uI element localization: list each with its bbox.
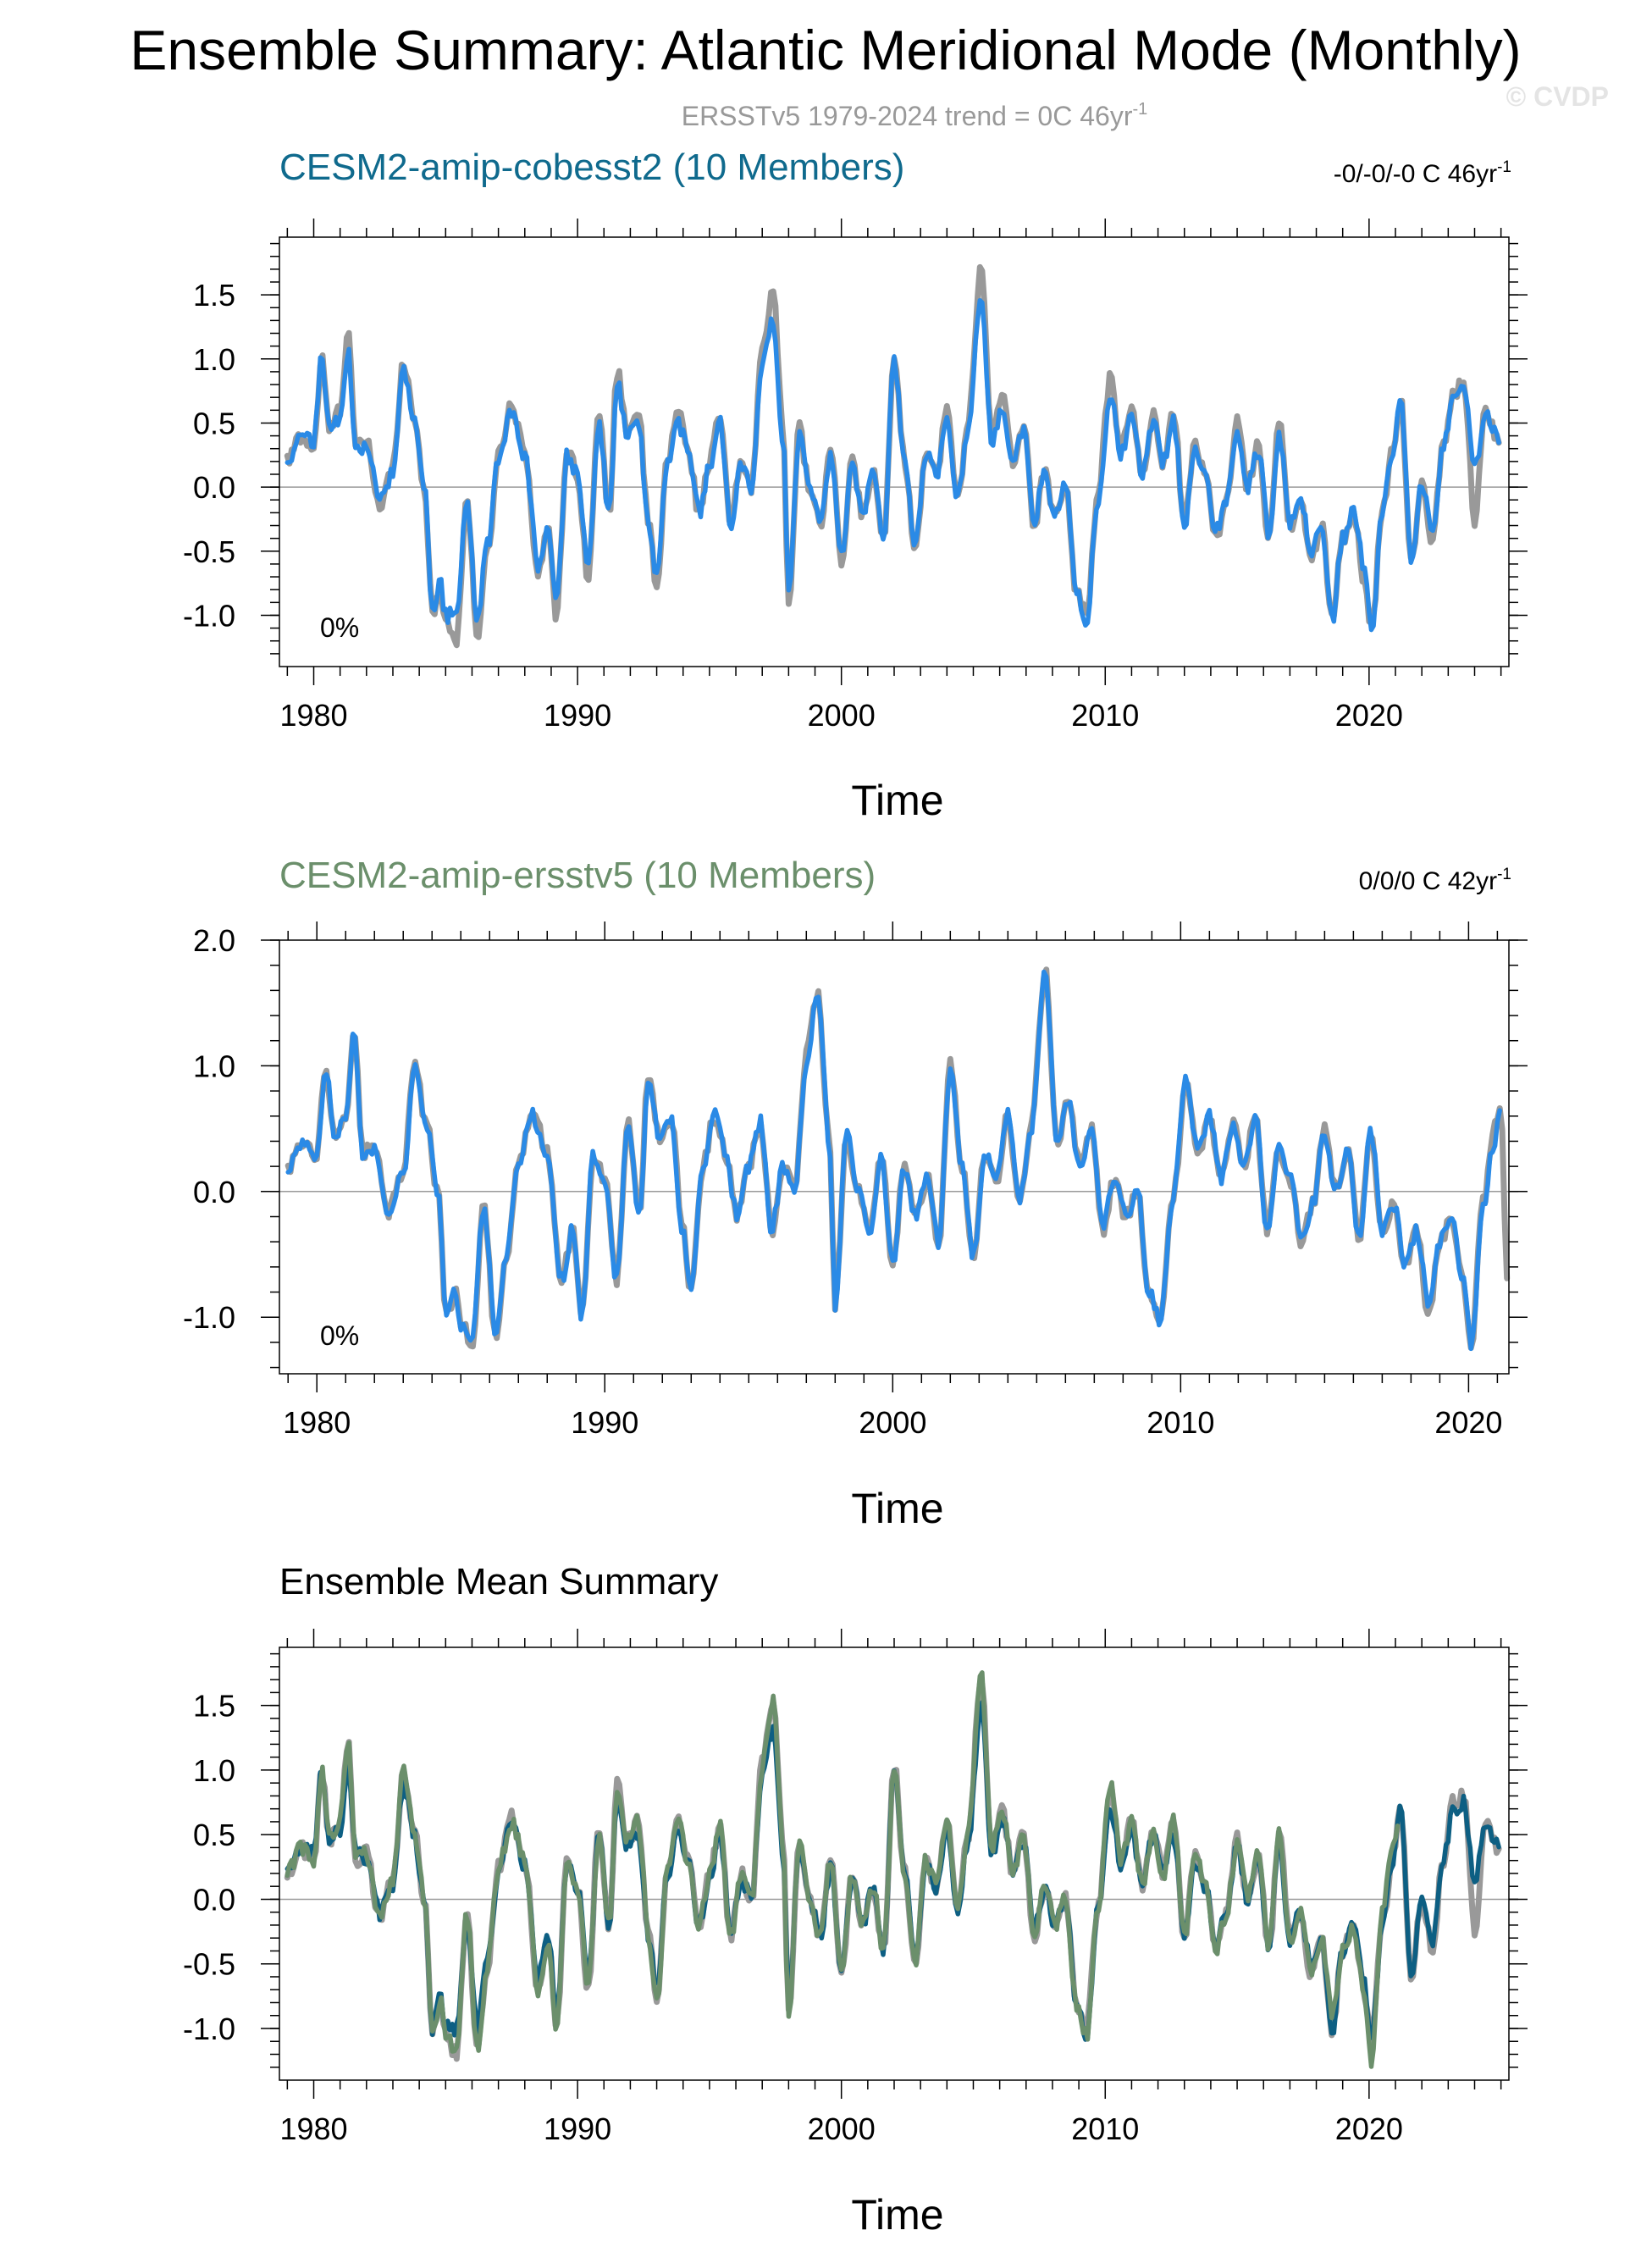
x-tick-label-ensemble-mean: 2010 <box>1071 2111 1139 2146</box>
y-tick-label-ensemble-mean: 1.5 <box>193 1689 235 1724</box>
panel-cobesst2: CESM2-amip-cobesst2 (10 Members) -0/-0/-… <box>183 147 1528 824</box>
x-tick-label-ensemble-mean: 1990 <box>544 2111 611 2146</box>
x-tick-label-cobesst2: 2000 <box>808 698 876 733</box>
x-tick-label-ersstv5: 2010 <box>1146 1405 1214 1440</box>
x-tick-label-cobesst2: 2010 <box>1071 698 1139 733</box>
series-line-ensemble-mean-1 <box>285 1700 1501 2042</box>
y-tick-label-ensemble-mean: -1.0 <box>183 2012 235 2046</box>
x-tick-label-cobesst2: 2020 <box>1335 698 1403 733</box>
panel-title-cobesst2: CESM2-amip-cobesst2 (10 Members) <box>279 147 904 188</box>
y-tick-label-ensemble-mean: -0.5 <box>183 1947 235 1982</box>
x-tick-label-ersstv5: 1990 <box>571 1405 638 1440</box>
series-line-cobesst2-0 <box>284 263 1502 649</box>
figure-title: Ensemble Summary: Atlantic Meridional Mo… <box>130 19 1521 81</box>
plot-frame-ersstv5 <box>279 939 1510 1375</box>
x-axis-title-ensemble-mean: Time <box>851 2191 943 2239</box>
plot-frame-ensemble-mean <box>279 1646 1510 2081</box>
cvdp-watermark: © CVDP <box>1506 81 1609 112</box>
series-line-cobesst2-1 <box>285 297 1501 633</box>
x-tick-label-ensemble-mean: 1980 <box>279 2111 347 2146</box>
y-tick-label-ensemble-mean: 0.0 <box>193 1882 235 1917</box>
x-tick-label-cobesst2: 1980 <box>279 698 347 733</box>
panel-ensemble-mean: Ensemble Mean Summary Time 1980 1990 2000 2… <box>183 1561 1528 2239</box>
panel-title-ensemble-mean: Ensemble Mean Summary <box>279 1561 718 1602</box>
x-tick-label-ensemble-mean: 2000 <box>808 2111 876 2146</box>
series-line-ersstv5-1 <box>285 969 1502 1352</box>
trend-label-ersstv5: 0/0/0 C 42yr-1 <box>1359 866 1511 895</box>
series-line-ensemble-mean-0 <box>284 1680 1502 2062</box>
x-tick-label-ensemble-mean: 2020 <box>1335 2111 1403 2146</box>
x-tick-label-ersstv5: 2020 <box>1434 1405 1502 1440</box>
x-tick-label-ersstv5: 2000 <box>859 1405 926 1440</box>
y-tick-label-cobesst2: 1.5 <box>193 278 235 313</box>
x-tick-label-cobesst2: 1990 <box>544 698 611 733</box>
plot-frame-cobesst2 <box>279 236 1510 667</box>
y-tick-label-ersstv5: 1.0 <box>193 1049 235 1083</box>
percent-label-cobesst2: 0% <box>320 612 359 643</box>
trend-label-cobesst2: -0/-0/-0 C 46yr-1 <box>1334 158 1511 188</box>
series-line-ensemble-mean-2 <box>285 1670 1401 2069</box>
x-tick-label-ersstv5: 1980 <box>283 1405 351 1440</box>
y-tick-label-cobesst2: 0.5 <box>193 406 235 440</box>
y-tick-label-ensemble-mean: 1.0 <box>193 1753 235 1788</box>
y-tick-label-cobesst2: 1.0 <box>193 342 235 377</box>
panel-title-ersstv5: CESM2-amip-ersstv5 (10 Members) <box>279 855 876 896</box>
y-tick-label-cobesst2: 0.0 <box>193 470 235 505</box>
x-axis-title-ersstv5: Time <box>851 1485 943 1532</box>
series-line-ersstv5-0 <box>285 966 1511 1351</box>
panel-ersstv5: CESM2-amip-ersstv5 (10 Members) 0/0/0 C … <box>183 855 1528 1532</box>
y-tick-label-ersstv5: -1.0 <box>183 1300 235 1335</box>
percent-label-ersstv5: 0% <box>320 1320 359 1351</box>
x-axis-title-cobesst2: Time <box>851 777 943 824</box>
y-tick-label-cobesst2: -1.0 <box>183 598 235 633</box>
y-tick-label-ersstv5: 2.0 <box>193 923 235 958</box>
y-tick-label-cobesst2: -0.5 <box>183 534 235 569</box>
figure-subtitle: ERSSTv5 1979-2024 trend = 0C 46yr-1 <box>682 100 1148 131</box>
y-tick-label-ensemble-mean: 0.5 <box>193 1818 235 1852</box>
y-tick-label-ersstv5: 0.0 <box>193 1175 235 1209</box>
